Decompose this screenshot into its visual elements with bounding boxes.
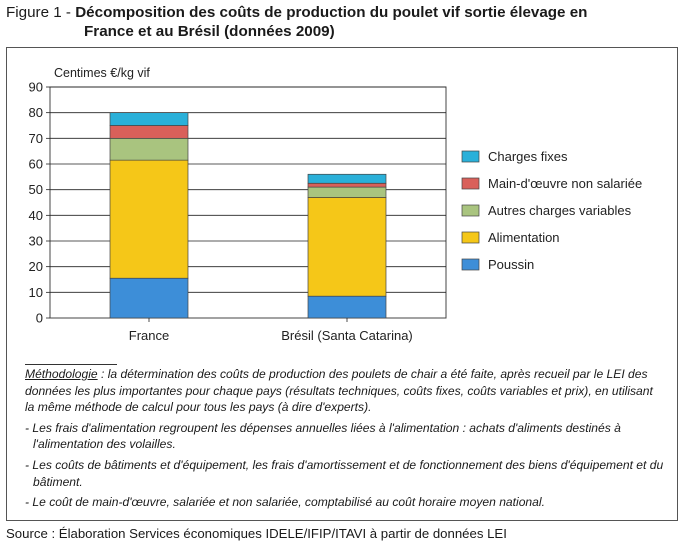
y-tick-label: 80 — [29, 105, 43, 120]
y-tick-label: 0 — [36, 311, 43, 326]
legend-swatch — [461, 204, 480, 217]
bar-segment — [307, 197, 387, 297]
methodology-text: : la détermination des coûts de producti… — [25, 367, 653, 415]
bar-segment — [307, 295, 387, 319]
figure-title-line2: France et au Brésil (données 2009) — [84, 23, 335, 40]
bar-segment — [307, 173, 387, 184]
notes-separator — [25, 364, 117, 365]
bar-segment — [307, 186, 387, 198]
y-tick-label: 30 — [29, 234, 43, 249]
figure-title-line1: Décomposition des coûts de production du… — [75, 4, 588, 21]
y-axis-label: Centimes €/kg vif — [54, 66, 150, 80]
legend-label: Autres charges variables — [488, 203, 632, 218]
y-tick-label: 10 — [29, 285, 43, 300]
legend-label: Poussin — [488, 257, 534, 272]
x-tick-label: Brésil (Santa Catarina) — [281, 328, 413, 343]
methodology-note: Méthodologie : la détermination des coût… — [25, 366, 665, 416]
x-tick-label: France — [129, 328, 169, 343]
bar-segment — [307, 182, 387, 188]
y-tick-label: 60 — [29, 157, 43, 172]
bar-segment — [109, 137, 189, 161]
methodology-label: Méthodologie — [25, 367, 98, 381]
y-tick-label: 50 — [29, 182, 43, 197]
legend-label: Charges fixes — [488, 149, 568, 164]
y-tick-label: 90 — [29, 80, 43, 95]
legend-label: Main-d'œuvre non salariée — [488, 176, 642, 191]
legend-swatch — [461, 177, 480, 190]
legend-label: Alimentation — [488, 230, 560, 245]
bar-segment — [109, 159, 189, 279]
bar-segment — [109, 112, 189, 126]
note-item-3: - Le coût de main-d'œuvre, salariée et n… — [25, 495, 545, 510]
y-tick-label: 40 — [29, 208, 43, 223]
y-tick-label: 20 — [29, 259, 43, 274]
bar-segment — [109, 277, 189, 319]
chart-frame — [6, 47, 678, 521]
bar-segment — [109, 125, 189, 139]
plot-area — [49, 86, 447, 319]
note-item-2: - Les coûts de bâtiments et d'équipement… — [25, 457, 664, 489]
legend-swatch — [461, 150, 480, 163]
y-tick-label: 70 — [29, 131, 43, 146]
legend-swatch — [461, 231, 480, 244]
source-note: Source : Élaboration Services économique… — [6, 526, 507, 541]
notes: Méthodologie : la détermination des coût… — [25, 364, 665, 515]
legend-swatch — [461, 258, 480, 271]
note-item-1: - Les frais d'alimentation regroupent le… — [25, 420, 621, 452]
figure-title: Figure 1 - Décomposition des coûts de pr… — [6, 3, 678, 41]
stacked-bar-chart: 0 10 20 30 40 50 60 70 80 90 Centimes €/kg vif Fran… — [29, 66, 643, 343]
figure-label: Figure 1 - — [6, 4, 76, 21]
